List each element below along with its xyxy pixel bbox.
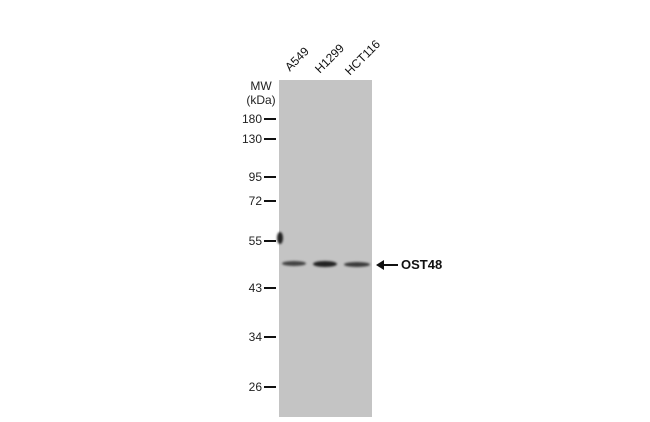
band-h1299 <box>313 261 337 267</box>
marker-34: 34 <box>230 330 278 344</box>
band-a549 <box>282 261 306 266</box>
marker-95: 95 <box>230 170 278 184</box>
kda-label: (kDa) <box>246 93 276 107</box>
marker-43: 43 <box>230 281 278 295</box>
marker-180: 180 <box>230 112 278 126</box>
marker-72: 72 <box>230 194 278 208</box>
lane-label-h1299: H1299 <box>312 41 348 76</box>
marker-26: 26 <box>230 380 278 394</box>
lane-label-hct116: HCT116 <box>342 37 383 78</box>
arrow-icon <box>376 260 398 270</box>
target-label: OST48 <box>401 257 443 272</box>
mw-title: MW (kDa) <box>240 79 282 107</box>
marker-130: 130 <box>230 132 278 146</box>
blot-membrane <box>279 80 372 417</box>
marker-55: 55 <box>230 234 278 248</box>
mw-label: MW <box>250 79 272 93</box>
edge-artifact <box>277 232 283 244</box>
lane-label-a549: A549 <box>282 44 312 74</box>
band-hct116 <box>344 262 370 267</box>
